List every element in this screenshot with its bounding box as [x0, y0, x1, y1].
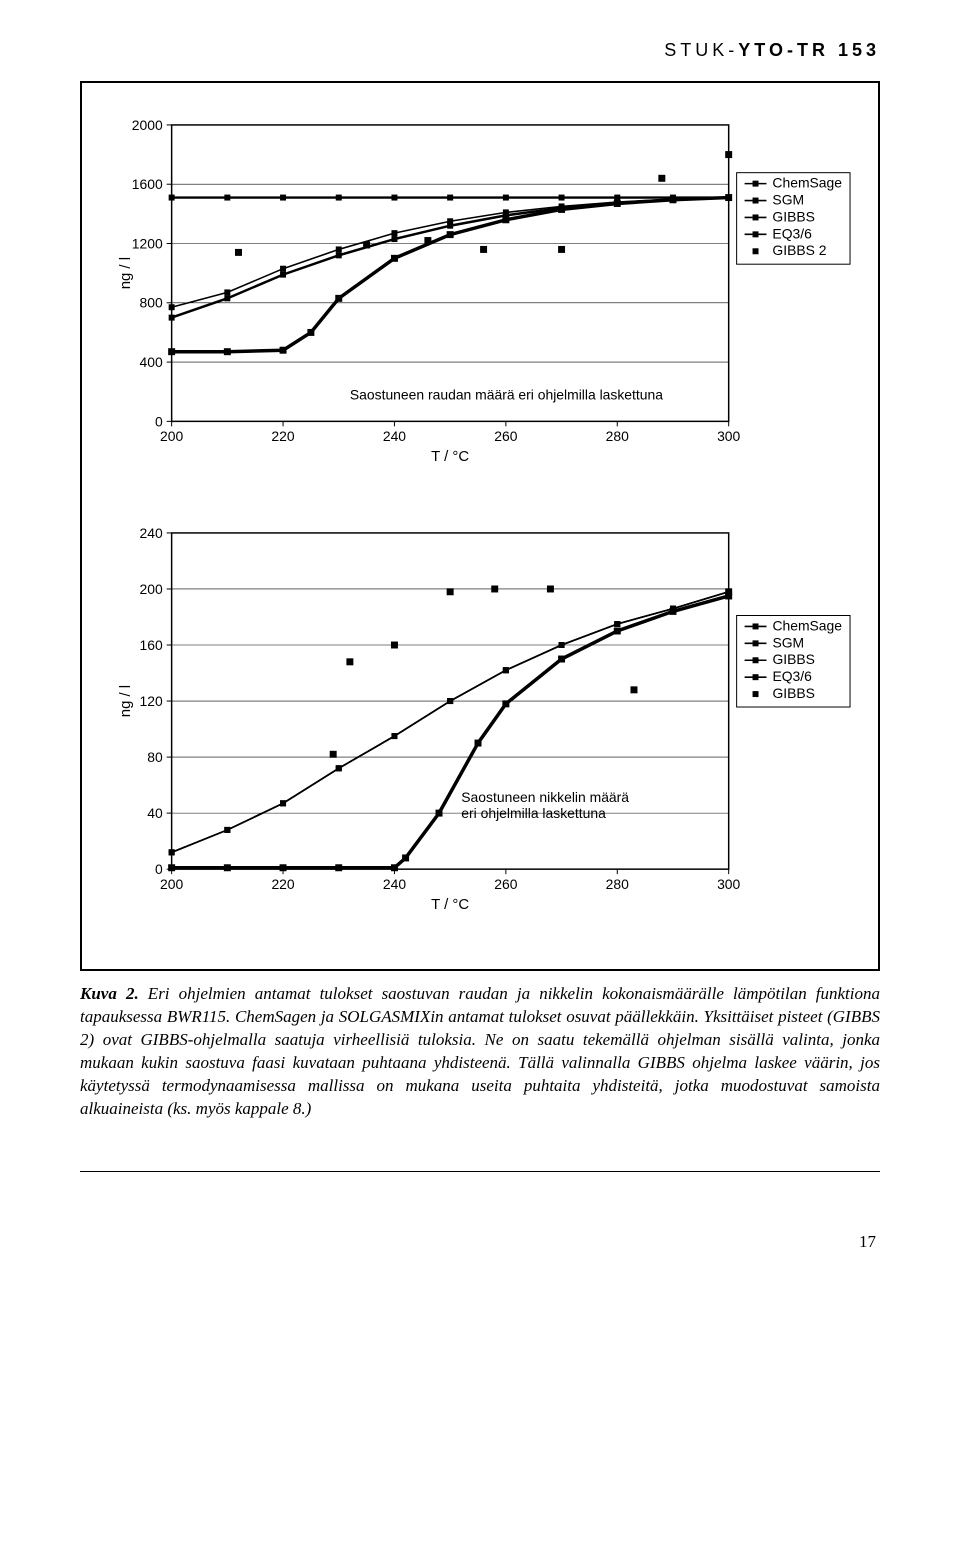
figure-frame: 0400800120016002000200220240260280300ng … [80, 81, 880, 971]
svg-text:ChemSage: ChemSage [772, 618, 842, 634]
svg-text:1200: 1200 [132, 235, 163, 251]
svg-text:GIBBS 2: GIBBS 2 [772, 242, 826, 258]
page-divider [80, 1171, 880, 1172]
svg-text:1600: 1600 [132, 176, 163, 192]
svg-text:0: 0 [155, 413, 163, 429]
svg-text:80: 80 [147, 749, 163, 765]
svg-text:EQ3/6: EQ3/6 [772, 668, 812, 684]
svg-text:280: 280 [606, 876, 629, 892]
svg-text:EQ3/6: EQ3/6 [772, 225, 812, 241]
svg-text:220: 220 [271, 428, 294, 444]
svg-text:ChemSage: ChemSage [772, 175, 842, 191]
svg-text:ng / l: ng / l [117, 685, 134, 717]
svg-text:SGM: SGM [772, 192, 804, 208]
svg-text:300: 300 [717, 876, 740, 892]
page: STUK-YTO-TR 153 040080012001600200020022… [0, 0, 960, 1292]
svg-text:800: 800 [139, 295, 162, 311]
svg-text:200: 200 [139, 581, 162, 597]
svg-text:GIBBS: GIBBS [772, 208, 815, 224]
svg-text:300: 300 [717, 428, 740, 444]
svg-text:Saostuneen raudan määrä eri oh: Saostuneen raudan määrä eri ohjelmilla l… [350, 386, 663, 402]
svg-text:240: 240 [383, 876, 406, 892]
chart-iron: 0 400 800 1200 1600 2000 200 220 240 260 280 300 ng … [102, 113, 858, 471]
page-number: 17 [80, 1232, 880, 1252]
figure-caption: Kuva 2. Eri ohjelmien antamat tulokset s… [80, 983, 880, 1121]
svg-text:280: 280 [606, 428, 629, 444]
chart-nickel-svg: 0 40 80 120 160 200 240 200 220 240 260 280 300 ng / … [102, 521, 858, 919]
chart-nickel: 0 40 80 120 160 200 240 200 220 240 260 280 300 ng / … [102, 521, 858, 919]
svg-text:GIBBS: GIBBS [772, 651, 815, 667]
svg-text:120: 120 [139, 693, 162, 709]
svg-text:T / °C: T / °C [431, 896, 469, 913]
svg-text:260: 260 [494, 876, 517, 892]
chart-iron-svg: 0 400 800 1200 1600 2000 200 220 240 260 280 300 ng … [102, 113, 858, 471]
svg-text:GIBBS: GIBBS [772, 685, 815, 701]
svg-text:240: 240 [383, 428, 406, 444]
svg-text:200: 200 [160, 428, 183, 444]
code-prefix: STUK- [664, 40, 738, 60]
svg-text:160: 160 [139, 637, 162, 653]
svg-text:220: 220 [271, 876, 294, 892]
svg-text:40: 40 [147, 805, 163, 821]
svg-text:SGM: SGM [772, 634, 804, 650]
svg-text:260: 260 [494, 428, 517, 444]
svg-text:400: 400 [139, 354, 162, 370]
svg-text:eri ohjelmilla laskettuna: eri ohjelmilla laskettuna [461, 805, 606, 821]
svg-text:ng / l: ng / l [117, 257, 134, 289]
svg-text:T / °C: T / °C [431, 448, 469, 465]
code-bold: YTO-TR 153 [738, 40, 880, 60]
svg-text:0: 0 [155, 861, 163, 877]
svg-text:200: 200 [160, 876, 183, 892]
svg-text:2000: 2000 [132, 117, 163, 133]
caption-label: Kuva 2. [80, 984, 139, 1003]
report-code: STUK-YTO-TR 153 [80, 40, 880, 61]
svg-text:240: 240 [139, 525, 162, 541]
svg-text:Saostuneen nikkelin määrä: Saostuneen nikkelin määrä [461, 789, 629, 805]
caption-text: Eri ohjelmien antamat tulokset saostuvan… [80, 984, 880, 1118]
